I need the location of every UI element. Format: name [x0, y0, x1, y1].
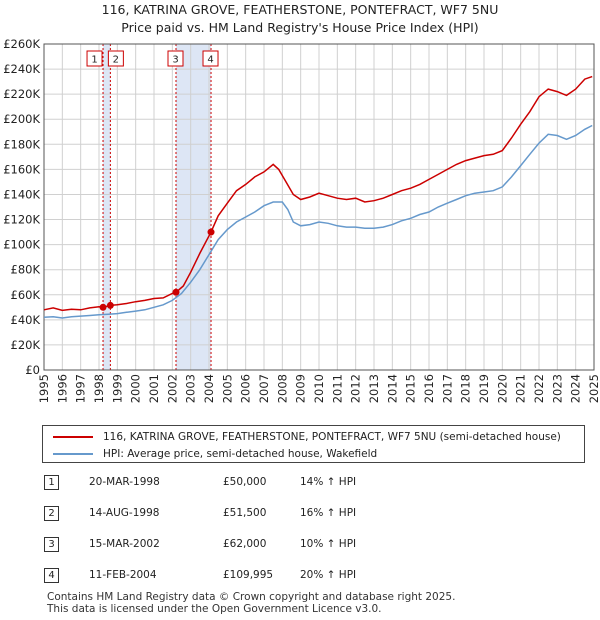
sale-period-shade	[176, 44, 212, 370]
transaction-hpi-diff: 20% ↑ HPI	[300, 569, 357, 581]
sale-point	[207, 228, 215, 236]
x-tick-label: 1999	[110, 374, 124, 403]
chart-subtitle: Price paid vs. HM Land Registry's House …	[121, 20, 479, 35]
transaction-number: 2	[44, 506, 59, 521]
legend-hpi-swatch	[53, 453, 93, 455]
x-tick-label: 2017	[440, 374, 454, 403]
transaction-price: £109,995	[223, 569, 274, 581]
x-tick-label: 2001	[147, 374, 161, 403]
x-tick-label: 2000	[129, 374, 143, 403]
x-tick-label: 2012	[349, 374, 363, 403]
property-price-line	[43, 75, 593, 312]
x-tick-label: 2006	[239, 374, 253, 403]
x-tick-label: 2015	[404, 374, 418, 403]
x-tick-label: 2003	[184, 374, 198, 403]
y-tick-label: £220K	[3, 87, 40, 101]
sale-label-text: 4	[207, 55, 213, 66]
legend-property-swatch	[53, 436, 93, 438]
transaction-date: 20-MAR-1998	[89, 476, 160, 488]
transaction-price: £50,000	[223, 476, 267, 488]
x-tick-label: 2009	[294, 374, 308, 403]
sale-label-text: 2	[113, 55, 119, 66]
legend: 116, KATRINA GROVE, FEATHERSTONE, PONTEF…	[42, 425, 585, 463]
legend-property: 116, KATRINA GROVE, FEATHERSTONE, PONTEF…	[53, 429, 561, 445]
y-tick-label: £60K	[11, 288, 41, 302]
x-tick-label: 1996	[55, 374, 69, 403]
x-tick-label: 2011	[330, 374, 344, 403]
plot-frame	[43, 43, 595, 371]
y-tick-label: £0	[25, 363, 40, 377]
y-tick-label: £200K	[3, 112, 40, 126]
transaction-row: 3 15-MAR-2002 £62,000 10% ↑ HPI	[42, 534, 562, 556]
y-tick-label: £120K	[3, 213, 40, 227]
x-tick-label: 2019	[477, 374, 491, 403]
chart-title: 116, KATRINA GROVE, FEATHERSTONE, PONTEF…	[101, 2, 499, 17]
sale-label-text: 3	[172, 55, 178, 66]
legend-hpi: HPI: Average price, semi-detached house,…	[53, 446, 377, 462]
x-tick-label: 2007	[257, 374, 271, 403]
sale-label-box	[167, 50, 184, 67]
y-tick-label: £260K	[3, 37, 40, 51]
legend-hpi-label: HPI: Average price, semi-detached house,…	[103, 448, 378, 460]
hpi-line	[43, 124, 593, 319]
sale-label-box	[202, 50, 219, 67]
x-tick-label: 2010	[312, 374, 326, 403]
transaction-row: 4 11-FEB-2004 £109,995 20% ↑ HPI	[42, 565, 562, 587]
x-tick-label: 2023	[550, 374, 564, 403]
x-tick-label: 1997	[74, 374, 88, 403]
x-tick-label: 2018	[459, 374, 473, 403]
x-tick-label: 2021	[514, 374, 528, 403]
x-tick-label: 2022	[532, 374, 546, 403]
x-tick-label: 2008	[275, 374, 289, 403]
sale-point	[106, 301, 114, 309]
transaction-number: 3	[44, 537, 59, 552]
footer-licence: This data is licensed under the Open Gov…	[47, 603, 382, 615]
x-tick-label: 2002	[165, 374, 179, 403]
y-tick-label: £180K	[3, 137, 40, 151]
transaction-row: 2 14-AUG-1998 £51,500 16% ↑ HPI	[42, 503, 562, 525]
transaction-hpi-diff: 14% ↑ HPI	[300, 476, 357, 488]
footer-copyright: Contains HM Land Registry data © Crown c…	[47, 591, 456, 603]
x-tick-label: 2024	[569, 374, 583, 403]
sale-label-box	[107, 50, 124, 67]
x-tick-label: 1998	[92, 374, 106, 403]
transaction-hpi-diff: 10% ↑ HPI	[300, 538, 357, 550]
y-tick-label: £40K	[11, 313, 41, 327]
transaction-number: 4	[44, 568, 59, 583]
x-tick-label: 2013	[367, 374, 381, 403]
transaction-row: 1 20-MAR-1998 £50,000 14% ↑ HPI	[42, 472, 562, 494]
y-tick-label: £80K	[11, 263, 41, 277]
transaction-price: £62,000	[223, 538, 267, 550]
price-chart: £0 £20K £40K £60K £80K £100K £120K £140K £160K £1…	[3, 37, 600, 403]
sale-point	[172, 288, 180, 296]
y-tick-label: £140K	[3, 187, 40, 201]
sale-label-box	[86, 50, 103, 67]
transaction-number: 1	[44, 475, 59, 490]
transaction-date: 11-FEB-2004	[89, 569, 157, 581]
x-tick-label: 1995	[37, 374, 51, 403]
transaction-price: £51,500	[223, 507, 267, 519]
x-tick-label: 2004	[202, 374, 216, 403]
transaction-date: 14-AUG-1998	[89, 507, 160, 519]
x-tick-label: 2025	[587, 374, 600, 403]
x-tick-label: 2014	[385, 374, 399, 403]
y-tick-label: £100K	[3, 238, 40, 252]
y-tick-label: £160K	[3, 162, 40, 176]
transaction-hpi-diff: 16% ↑ HPI	[300, 507, 357, 519]
sale-label-text: 1	[91, 55, 97, 66]
y-tick-label: £20K	[11, 338, 41, 352]
x-tick-label: 2005	[220, 374, 234, 403]
y-tick-label: £240K	[3, 62, 40, 76]
x-tick-label: 2016	[422, 374, 436, 403]
sale-point	[99, 303, 107, 311]
transaction-date: 15-MAR-2002	[89, 538, 160, 550]
sale-period-shade	[103, 44, 111, 370]
legend-property-label: 116, KATRINA GROVE, FEATHERSTONE, PONTEF…	[103, 431, 561, 443]
x-tick-label: 2020	[495, 374, 509, 403]
